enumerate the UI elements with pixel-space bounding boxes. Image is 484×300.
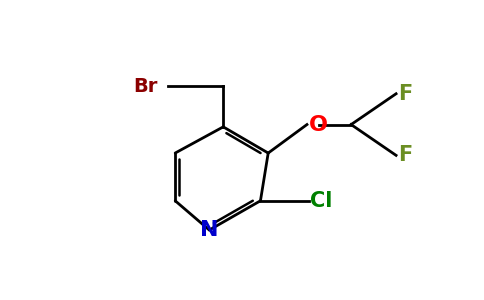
Text: O: O	[308, 115, 328, 134]
Text: F: F	[398, 146, 412, 165]
Text: Cl: Cl	[310, 191, 333, 211]
Text: F: F	[398, 84, 412, 104]
Text: N: N	[200, 220, 219, 240]
Text: Br: Br	[133, 76, 157, 95]
